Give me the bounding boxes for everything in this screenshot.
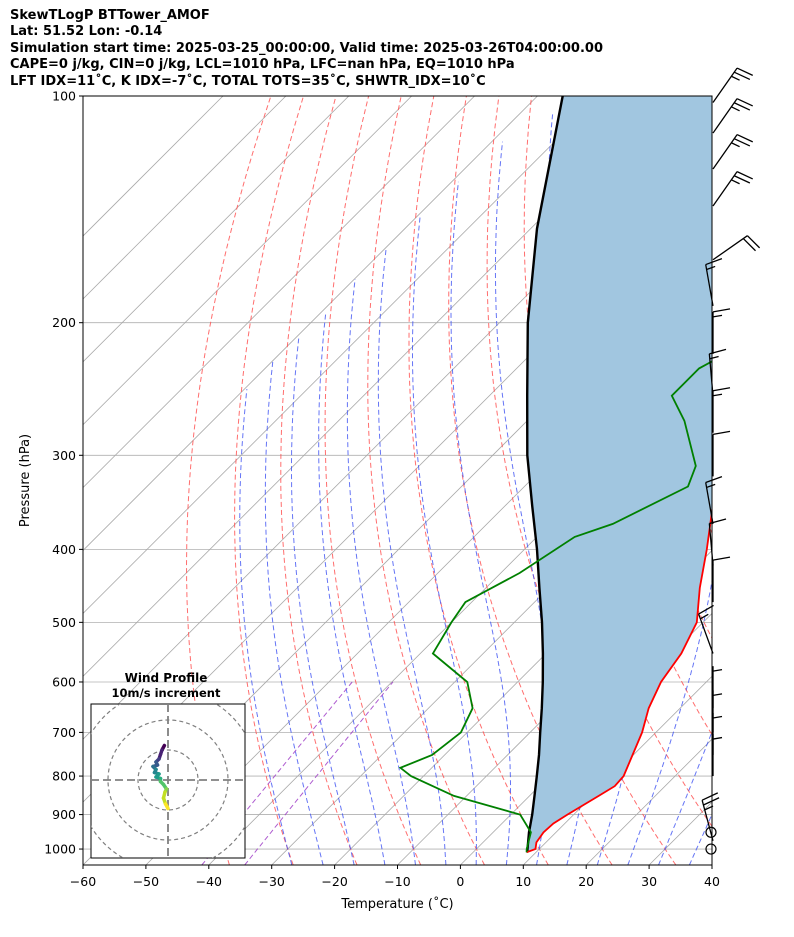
wind-barb-calm (705, 843, 717, 855)
isotherm-line (83, 96, 412, 426)
wind-barb (712, 387, 731, 433)
dry-adiabat (408, 96, 549, 865)
wind-barb (712, 171, 754, 207)
wind-barb-calm (705, 826, 717, 838)
wind-barb (712, 235, 761, 261)
x-tick-label: −60 (70, 874, 96, 889)
parcel-profile-line (525, 96, 564, 853)
dry-adiabat (324, 96, 422, 865)
hodograph-title: Wind Profile (125, 671, 208, 685)
x-tick-label: −50 (133, 874, 159, 889)
wind-barb (712, 690, 723, 733)
x-tick-label: 10 (515, 874, 531, 889)
header-location: Lat: 51.52 Lon: -0.14 (10, 24, 163, 40)
wind-barb (705, 258, 723, 307)
moist-adiabat (627, 111, 712, 865)
mixing-ratio-line (201, 681, 353, 865)
y-tick-label: 300 (52, 448, 76, 463)
wind-barb (712, 556, 731, 603)
moist-adiabat (318, 314, 386, 865)
isotherm-line (523, 675, 712, 865)
moist-adiabat (239, 389, 293, 865)
isotherm-line (83, 96, 538, 552)
wind-barb (705, 476, 723, 524)
wind-barb (708, 518, 727, 566)
dry-adiabat (367, 96, 485, 865)
wind-barb (712, 308, 731, 354)
isotherm-line (83, 96, 224, 237)
x-axis-label: Temperature (˚C) (340, 896, 453, 912)
y-tick-label: 500 (52, 615, 76, 630)
wind-barb (701, 792, 720, 841)
isotherm-line (83, 96, 287, 300)
header-times: Simulation start time: 2025-03-25_00:00:… (10, 40, 603, 56)
y-tick-label: 800 (52, 769, 76, 784)
plot-area (83, 96, 794, 865)
dry-adiabat (727, 96, 794, 865)
isotherm-line (83, 96, 475, 489)
moist-adiabat (264, 361, 324, 865)
y-tick-label: 100 (52, 89, 76, 104)
y-tick-label: 200 (52, 315, 76, 330)
dry-adiabat (280, 96, 358, 865)
hodograph-subtitle: 10m/s increment (112, 686, 221, 700)
x-tick-label: −40 (196, 874, 222, 889)
isotherm-line (711, 864, 712, 865)
wind-barb (698, 604, 714, 654)
moist-adiabat (450, 181, 511, 865)
isotherm-line (83, 96, 664, 677)
x-tick-label: 30 (641, 874, 657, 889)
temperature-profile-line (526, 504, 712, 854)
hodograph-plot (91, 704, 245, 858)
wind-barb (712, 734, 723, 777)
x-tick-label: 0 (456, 874, 464, 889)
dry-adiabat (185, 96, 272, 865)
moist-adiabat (291, 338, 355, 865)
moist-adiabat (720, 112, 794, 865)
hodograph-ring (137, 749, 199, 811)
isotherm-line (397, 549, 712, 865)
moist-adiabat (377, 249, 447, 865)
x-tick-label: 40 (704, 874, 720, 889)
moist-adiabat (346, 278, 416, 865)
dewpoint-profile-line (398, 360, 712, 853)
header-indices-1: CAPE=0 j/kg, CIN=0 j/kg, LCL=1010 hPa, L… (10, 57, 515, 73)
x-tick-label: −30 (259, 874, 285, 889)
isotherm-line (334, 487, 712, 865)
x-tick-label: −20 (321, 874, 347, 889)
wind-barb (708, 348, 727, 396)
isotherm-line (83, 96, 601, 614)
hodograph-trace (163, 802, 170, 811)
y-axis-label: Pressure (hPa) (18, 434, 33, 527)
y-tick-label: 400 (52, 542, 76, 557)
wind-barb (712, 666, 723, 709)
isotherm-line (83, 96, 350, 363)
y-tick-label: 600 (52, 674, 76, 689)
header-indices-2: LFT IDX=11˚C, K IDX=-7˚C, TOTAL TOTS=35˚… (10, 73, 486, 89)
mixing-ratio-line (244, 681, 394, 865)
dry-adiabat (234, 96, 304, 865)
wind-barb (712, 133, 754, 170)
isotherm-line (775, 96, 794, 865)
cape-shading (526, 96, 712, 853)
y-tick-label: 1000 (44, 842, 76, 857)
wind-barb (712, 98, 754, 134)
wind-barb (712, 430, 731, 477)
y-tick-label: 900 (52, 807, 76, 822)
dry-adiabat (448, 96, 613, 865)
moist-adiabat (658, 730, 712, 865)
y-tick-label: 700 (52, 725, 76, 740)
x-tick-label: −10 (384, 874, 410, 889)
moist-adiabat (412, 217, 477, 865)
dry-adiabat (760, 96, 794, 865)
header-title: SkewTLogP BTTower_AMOF (10, 8, 210, 23)
chart-header: SkewTLogP BTTower_AMOF Lat: 51.52 Lon: -… (10, 8, 603, 90)
x-tick-label: 20 (578, 874, 594, 889)
wind-barb (712, 67, 754, 103)
wind-barb (712, 712, 723, 755)
